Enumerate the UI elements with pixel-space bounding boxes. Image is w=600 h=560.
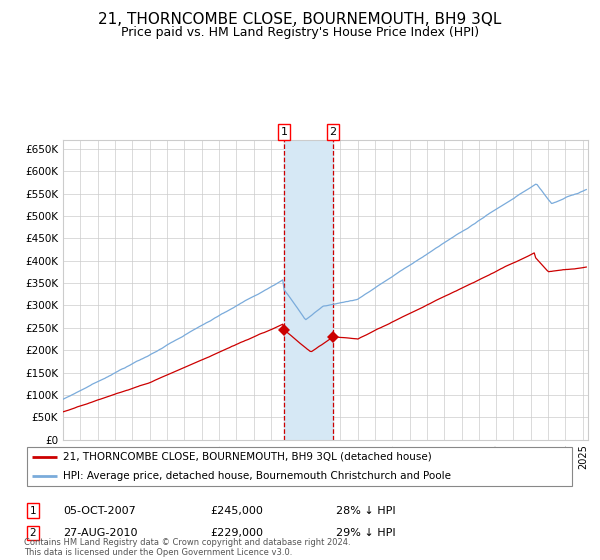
Text: 21, THORNCOMBE CLOSE, BOURNEMOUTH, BH9 3QL: 21, THORNCOMBE CLOSE, BOURNEMOUTH, BH9 3…: [98, 12, 502, 27]
Text: Contains HM Land Registry data © Crown copyright and database right 2024.
This d: Contains HM Land Registry data © Crown c…: [24, 538, 350, 557]
Text: 2: 2: [29, 528, 37, 538]
Text: Price paid vs. HM Land Registry's House Price Index (HPI): Price paid vs. HM Land Registry's House …: [121, 26, 479, 39]
Text: 27-AUG-2010: 27-AUG-2010: [63, 528, 137, 538]
Text: 21, THORNCOMBE CLOSE, BOURNEMOUTH, BH9 3QL (detached house): 21, THORNCOMBE CLOSE, BOURNEMOUTH, BH9 3…: [62, 451, 431, 461]
Text: £229,000: £229,000: [210, 528, 263, 538]
Bar: [284, 140, 333, 440]
Text: 1: 1: [29, 506, 37, 516]
Text: 2: 2: [329, 127, 337, 137]
Text: HPI: Average price, detached house, Bournemouth Christchurch and Poole: HPI: Average price, detached house, Bour…: [62, 471, 451, 481]
Text: 28% ↓ HPI: 28% ↓ HPI: [336, 506, 395, 516]
Text: 29% ↓ HPI: 29% ↓ HPI: [336, 528, 395, 538]
Text: £245,000: £245,000: [210, 506, 263, 516]
FancyBboxPatch shape: [27, 447, 572, 486]
Text: 05-OCT-2007: 05-OCT-2007: [63, 506, 136, 516]
Text: 1: 1: [280, 127, 287, 137]
